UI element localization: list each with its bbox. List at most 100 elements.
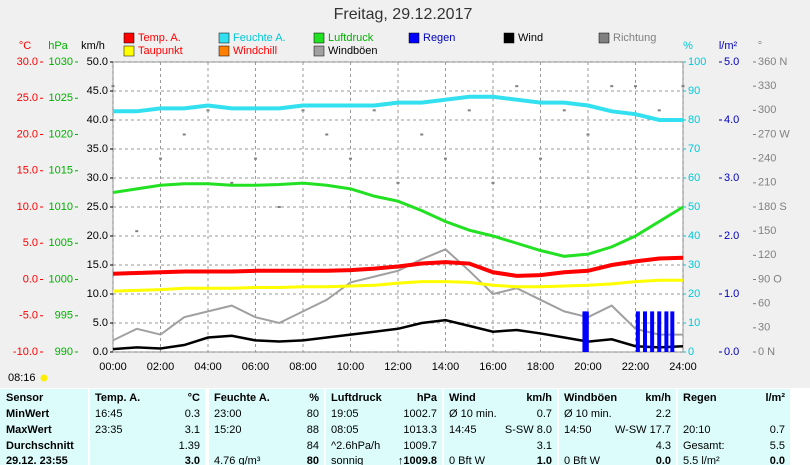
table-text: Wind — [449, 392, 476, 404]
table-text: sonnig — [331, 455, 363, 465]
y-tick-label: 10.0 — [17, 201, 38, 213]
sun-icon — [40, 374, 48, 382]
table-text: 84 — [307, 440, 319, 452]
table-text: 0 Bft W — [564, 455, 601, 465]
table-text: W-SW 17.7 — [615, 424, 671, 436]
table-text: km/h — [645, 392, 671, 404]
y-tick-label: 995 — [55, 310, 73, 322]
y-tick-label: 10 — [688, 317, 700, 329]
y-tick-label: 0.0 — [93, 346, 108, 358]
table-text: 0.3 — [185, 408, 200, 420]
legend-swatch — [598, 32, 610, 44]
table-text: 23:35 — [95, 424, 123, 436]
direction-point — [349, 157, 352, 160]
direction-point — [396, 181, 400, 184]
y-tick-label: 1010 — [49, 201, 73, 213]
legend-swatch — [313, 32, 325, 44]
legend-swatch — [313, 45, 325, 57]
y-tick-label: 180 S — [758, 201, 787, 213]
table-text: Luftdruck — [331, 392, 383, 404]
table-text: 88 — [307, 424, 319, 436]
legend-label: Windböen — [328, 45, 378, 57]
table-text: Ø 10 min. — [564, 408, 612, 420]
x-tick-label: 04:00 — [194, 361, 222, 373]
x-tick-label: 20:00 — [574, 361, 602, 373]
table-text: 2.2 — [656, 408, 671, 420]
x-tick-label: 16:00 — [479, 361, 507, 373]
y-tick-label: 25.0 — [17, 92, 38, 104]
table-text: 1.39 — [179, 440, 200, 452]
direction-point — [610, 85, 614, 88]
y-tick-label: 60 — [758, 298, 770, 310]
direction-point — [491, 181, 495, 184]
y-tick-label: 50 — [688, 201, 700, 213]
direction-point — [420, 133, 424, 136]
table-text: 4.76 g/m³ — [214, 455, 261, 465]
rain-bar — [643, 311, 647, 352]
table-text: 1009.7 — [403, 440, 437, 452]
y-tick-label: 0 N — [758, 346, 775, 358]
table-text: 0.0 — [656, 455, 671, 465]
y-tick-label: 2.0 — [724, 230, 739, 242]
table: Sensor Temp. A. °C Feuchte A.% Luftdruck hPa W… — [0, 389, 790, 465]
series-line — [112, 181, 684, 258]
table-text: 5.5 l/m² — [683, 455, 720, 465]
legend-label: Feuchte A. — [233, 32, 286, 44]
table-text: 1013.3 — [403, 424, 437, 436]
y-tick-label: 90 — [688, 85, 700, 97]
y-tick-label: 15.0 — [17, 165, 38, 177]
y-tick-label: 15.0 — [87, 259, 108, 271]
table-text: Ø 10 min. — [449, 408, 497, 420]
table-text: 5.5 — [770, 440, 785, 452]
legend-label: Richtung — [613, 32, 656, 44]
table-text: 29.12. 23:55 — [6, 455, 68, 465]
table-text: 15:20 — [214, 424, 242, 436]
direction-point — [230, 181, 234, 184]
y-tick-label: 150 — [758, 225, 776, 237]
table-text: hPa — [417, 392, 438, 404]
y-tick-label: 1000 — [49, 273, 73, 285]
axis-unit: l/m² — [719, 40, 738, 52]
direction-point — [444, 157, 447, 160]
legend-swatch — [218, 45, 230, 57]
rain-bar — [584, 311, 589, 352]
direction-point — [562, 109, 566, 112]
table-text: MaxWert — [6, 424, 52, 436]
axis-unit: °C — [19, 40, 31, 52]
direction-point — [206, 109, 210, 112]
x-tick-label: 06:00 — [242, 361, 270, 373]
sunrise-time: 08:16 — [8, 372, 36, 384]
table-text: 80 — [307, 455, 319, 465]
table-text: 08:05 — [331, 424, 359, 436]
table-text: 3.1 — [537, 440, 552, 452]
table-cell — [0, 389, 88, 465]
table-cell — [678, 389, 790, 465]
legend-label: Taupunkt — [138, 45, 183, 57]
table-text: 0 Bft W — [449, 455, 486, 465]
y-tick-label: 80 — [688, 114, 700, 126]
direction-point — [111, 85, 115, 88]
y-tick-label: 1.0 — [724, 288, 739, 300]
x-tick-label: 24:00 — [669, 361, 697, 373]
legend-swatch — [123, 32, 135, 44]
y-tick-label: 990 — [55, 346, 73, 358]
axis-unit: % — [683, 40, 693, 52]
rain-bar — [635, 311, 640, 352]
y-tick-label: 70 — [688, 143, 700, 155]
table-cell — [209, 389, 324, 465]
table-text: % — [309, 392, 319, 404]
table-text: 23:00 — [214, 408, 242, 420]
table-cell — [90, 389, 205, 465]
y-tick-label: 20.0 — [17, 128, 38, 140]
y-tick-label: 40.0 — [87, 114, 108, 126]
table-text: 20:10 — [683, 424, 711, 436]
y-tick-label: 20.0 — [87, 230, 108, 242]
direction-point — [515, 85, 519, 88]
y-tick-label: 330 — [758, 80, 776, 92]
direction-point — [681, 85, 685, 88]
table-text: °C — [188, 392, 200, 404]
table-text: Feuchte A. — [214, 392, 270, 404]
y-tick-label: 40 — [688, 230, 700, 242]
y-tick-label: 1015 — [49, 165, 73, 177]
x-tick-label: 08:00 — [289, 361, 317, 373]
